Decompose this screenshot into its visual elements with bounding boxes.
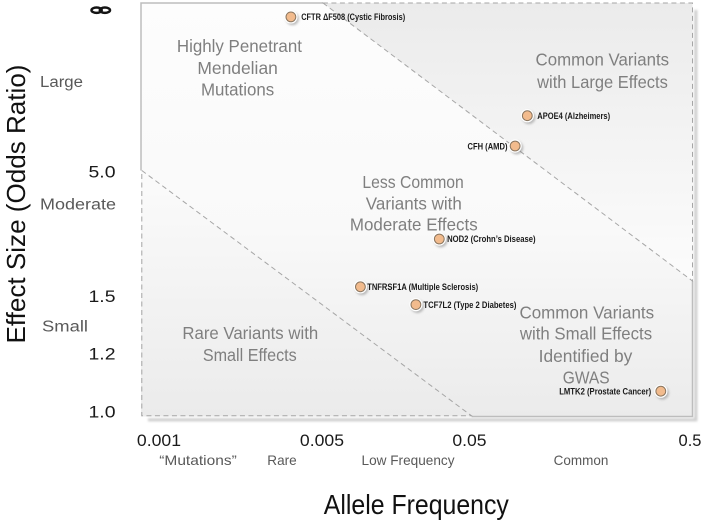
svg-text:1.2: 1.2 xyxy=(89,346,116,364)
svg-text:with Large Effects: with Large Effects xyxy=(536,72,668,92)
svg-text:Common: Common xyxy=(554,452,609,468)
svg-text:Highly Penetrant: Highly Penetrant xyxy=(177,36,302,56)
svg-text:Large: Large xyxy=(40,74,83,91)
svg-text:Variants with: Variants with xyxy=(366,194,462,214)
svg-text:Allele Frequency: Allele Frequency xyxy=(324,489,509,520)
svg-text:NOD2 (Crohn’s Disease): NOD2 (Crohn’s Disease) xyxy=(447,234,535,245)
svg-text:CFTR ΔF508 (Cystic Fibrosis): CFTR ΔF508 (Cystic Fibrosis) xyxy=(301,12,405,23)
svg-text:with Small Effects: with Small Effects xyxy=(519,324,652,344)
svg-text:TNFRSF1A (Multiple Sclerosis): TNFRSF1A (Multiple Sclerosis) xyxy=(367,282,478,293)
svg-text:Common Variants: Common Variants xyxy=(519,302,654,322)
svg-text:Mutations: Mutations xyxy=(201,80,275,100)
svg-text:Moderate Effects: Moderate Effects xyxy=(350,214,478,234)
svg-text:Rare Variants with: Rare Variants with xyxy=(182,323,318,343)
svg-text:1.5: 1.5 xyxy=(89,288,116,306)
svg-text:Identified by: Identified by xyxy=(539,346,633,366)
svg-text:5.0: 5.0 xyxy=(89,164,116,182)
svg-text:Less Common: Less Common xyxy=(362,172,463,192)
svg-text:Mendelian: Mendelian xyxy=(197,58,278,78)
svg-text:“Mutations”: “Mutations” xyxy=(159,452,237,468)
svg-text:Common Variants: Common Variants xyxy=(536,50,670,70)
svg-text:APOE4 (Alzheimers): APOE4 (Alzheimers) xyxy=(537,111,610,122)
svg-text:1.0: 1.0 xyxy=(89,404,116,422)
svg-text:GWAS: GWAS xyxy=(563,368,610,388)
svg-text:Small Effects: Small Effects xyxy=(203,345,297,365)
svg-text:TCF7L2 (Type 2 Diabetes): TCF7L2 (Type 2 Diabetes) xyxy=(423,300,516,311)
svg-text:CFH (AMD): CFH (AMD) xyxy=(468,141,508,152)
svg-text:Effect Size (Odds Ratio): Effect Size (Odds Ratio) xyxy=(1,65,31,344)
svg-text:Rare: Rare xyxy=(267,452,297,468)
svg-text:Small: Small xyxy=(42,319,88,336)
svg-text:0.05: 0.05 xyxy=(452,432,486,450)
svg-text:LMTK2 (Prostate Cancer): LMTK2 (Prostate Cancer) xyxy=(559,387,651,398)
svg-text:Low Frequency: Low Frequency xyxy=(362,452,455,468)
svg-text:0.005: 0.005 xyxy=(300,432,344,450)
svg-text:Moderate: Moderate xyxy=(40,197,116,214)
svg-text:0.001: 0.001 xyxy=(137,432,181,450)
svg-text:0.5: 0.5 xyxy=(679,432,702,450)
